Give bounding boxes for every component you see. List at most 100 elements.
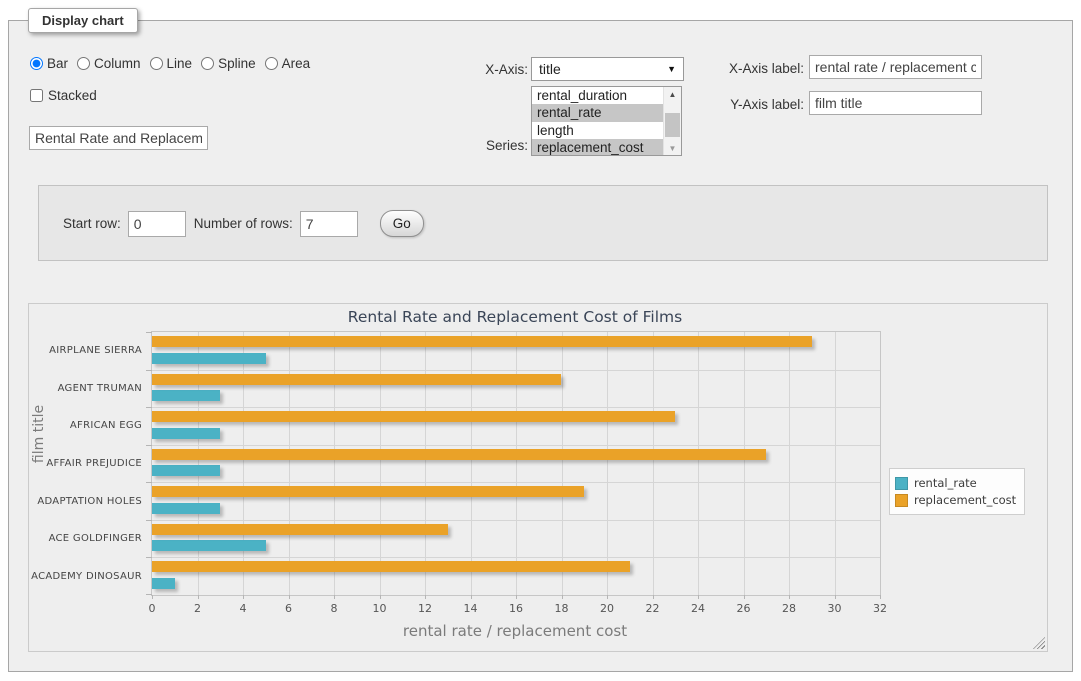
x-tick-mark bbox=[471, 595, 472, 599]
x-tick-label: 12 bbox=[405, 602, 445, 615]
x-tick-label: 10 bbox=[360, 602, 400, 615]
radio-bar[interactable] bbox=[30, 57, 43, 70]
num-rows-label: Number of rows: bbox=[194, 216, 293, 231]
stacked-label: Stacked bbox=[48, 88, 97, 103]
legend-swatch-rental_rate bbox=[895, 477, 908, 490]
gridline-vertical bbox=[789, 332, 790, 595]
stacked-checkbox[interactable] bbox=[30, 89, 43, 102]
gridline-vertical bbox=[198, 332, 199, 595]
radio-area-label: Area bbox=[282, 56, 311, 71]
series-options: rental_durationrental_ratelengthreplacem… bbox=[532, 87, 663, 155]
gridline-horizontal bbox=[152, 520, 880, 521]
y-tick-mark bbox=[146, 482, 152, 483]
category-label: AFFAIR PREJUDICE bbox=[30, 445, 142, 483]
scroll-down-icon[interactable]: ▼ bbox=[664, 141, 681, 155]
gridline-vertical bbox=[516, 332, 517, 595]
x-tick-label: 4 bbox=[223, 602, 263, 615]
gridline-vertical bbox=[835, 332, 836, 595]
series-option-rental_duration[interactable]: rental_duration bbox=[532, 87, 663, 104]
x-axis-select[interactable]: title ▼ bbox=[531, 57, 684, 81]
y-tick-mark bbox=[146, 332, 152, 333]
bar-rental_rate-ACADEMY DINOSAUR bbox=[152, 578, 175, 589]
y-axis-label-caption: Y-Axis label: bbox=[716, 97, 804, 112]
bar-replacement_cost-AFFAIR PREJUDICE bbox=[152, 449, 766, 460]
chart-x-axis-title: rental rate / replacement cost bbox=[151, 622, 879, 640]
panel-legend: Display chart bbox=[28, 8, 138, 33]
y-axis-label-input[interactable] bbox=[809, 91, 982, 115]
x-tick-mark bbox=[562, 595, 563, 599]
gridline-horizontal bbox=[152, 370, 880, 371]
chart-title-input[interactable] bbox=[29, 126, 208, 150]
y-tick-mark bbox=[146, 370, 152, 371]
x-tick-label: 14 bbox=[451, 602, 491, 615]
resize-grip-icon[interactable] bbox=[1033, 637, 1045, 649]
x-tick-mark bbox=[698, 595, 699, 599]
radio-spline-label: Spline bbox=[218, 56, 256, 71]
bar-rental_rate-AGENT TRUMAN bbox=[152, 390, 220, 401]
gridline-vertical bbox=[334, 332, 335, 595]
x-tick-mark bbox=[516, 595, 517, 599]
x-tick-mark bbox=[152, 595, 153, 599]
x-tick-mark bbox=[243, 595, 244, 599]
go-button[interactable]: Go bbox=[380, 210, 424, 237]
category-label: AGENT TRUMAN bbox=[30, 370, 142, 408]
legend-label: rental_rate bbox=[914, 476, 977, 490]
start-row-input[interactable] bbox=[128, 211, 186, 237]
x-tick-label: 32 bbox=[860, 602, 900, 615]
series-option-length[interactable]: length bbox=[532, 122, 663, 139]
radio-line[interactable] bbox=[150, 57, 163, 70]
bar-replacement_cost-AIRPLANE SIERRA bbox=[152, 336, 812, 347]
x-tick-mark bbox=[289, 595, 290, 599]
bar-rental_rate-ADAPTATION HOLES bbox=[152, 503, 220, 514]
x-tick-mark bbox=[380, 595, 381, 599]
x-tick-label: 28 bbox=[769, 602, 809, 615]
start-row-label: Start row: bbox=[63, 216, 121, 231]
legend-entry-replacement_cost: replacement_cost bbox=[895, 493, 1016, 507]
bar-replacement_cost-AFRICAN EGG bbox=[152, 411, 675, 422]
x-axis-select-label: X-Axis: bbox=[438, 62, 528, 77]
stacked-row: Stacked bbox=[30, 88, 97, 103]
category-label: AIRPLANE SIERRA bbox=[30, 332, 142, 370]
radio-column-label: Column bbox=[94, 56, 141, 71]
x-tick-mark bbox=[607, 595, 608, 599]
x-tick-label: 18 bbox=[542, 602, 582, 615]
bar-replacement_cost-ADAPTATION HOLES bbox=[152, 486, 584, 497]
gridline-vertical bbox=[562, 332, 563, 595]
radio-spline[interactable] bbox=[201, 57, 214, 70]
gridline-vertical bbox=[380, 332, 381, 595]
series-option-rental_rate[interactable]: rental_rate bbox=[532, 104, 663, 121]
bar-replacement_cost-ACADEMY DINOSAUR bbox=[152, 561, 630, 572]
scroll-up-icon[interactable]: ▲ bbox=[664, 87, 681, 101]
radio-area[interactable] bbox=[265, 57, 278, 70]
legend-swatch-replacement_cost bbox=[895, 494, 908, 507]
x-tick-label: 8 bbox=[314, 602, 354, 615]
num-rows-input[interactable] bbox=[300, 211, 358, 237]
x-tick-mark bbox=[835, 595, 836, 599]
x-tick-label: 26 bbox=[724, 602, 764, 615]
scrollbar-thumb[interactable] bbox=[665, 113, 680, 137]
row-range-panel: Start row: Number of rows: Go bbox=[38, 185, 1048, 261]
x-tick-label: 24 bbox=[678, 602, 718, 615]
legend-entry-rental_rate: rental_rate bbox=[895, 476, 1016, 490]
chart-type-radio-group: Bar Column Line Spline Area bbox=[30, 56, 319, 71]
x-tick-mark bbox=[334, 595, 335, 599]
x-tick-mark bbox=[425, 595, 426, 599]
gridline-horizontal bbox=[152, 557, 880, 558]
plot-area: AIRPLANE SIERRAAGENT TRUMANAFRICAN EGGAF… bbox=[151, 331, 881, 596]
x-tick-label: 6 bbox=[269, 602, 309, 615]
x-tick-label: 0 bbox=[132, 602, 172, 615]
x-axis-label-input[interactable] bbox=[809, 55, 982, 79]
series-option-replacement_cost[interactable]: replacement_cost bbox=[532, 139, 663, 155]
gridline-horizontal bbox=[152, 482, 880, 483]
legend-label: replacement_cost bbox=[914, 493, 1016, 507]
x-tick-label: 2 bbox=[178, 602, 218, 615]
gridline-vertical bbox=[471, 332, 472, 595]
bar-rental_rate-AIRPLANE SIERRA bbox=[152, 353, 266, 364]
listbox-scrollbar[interactable]: ▲ ▼ bbox=[663, 87, 681, 155]
radio-column[interactable] bbox=[77, 57, 90, 70]
gridline-vertical bbox=[653, 332, 654, 595]
gridline-horizontal bbox=[152, 445, 880, 446]
bar-rental_rate-AFFAIR PREJUDICE bbox=[152, 465, 220, 476]
bar-replacement_cost-AGENT TRUMAN bbox=[152, 374, 561, 385]
x-axis-selected-value: title bbox=[539, 61, 561, 77]
